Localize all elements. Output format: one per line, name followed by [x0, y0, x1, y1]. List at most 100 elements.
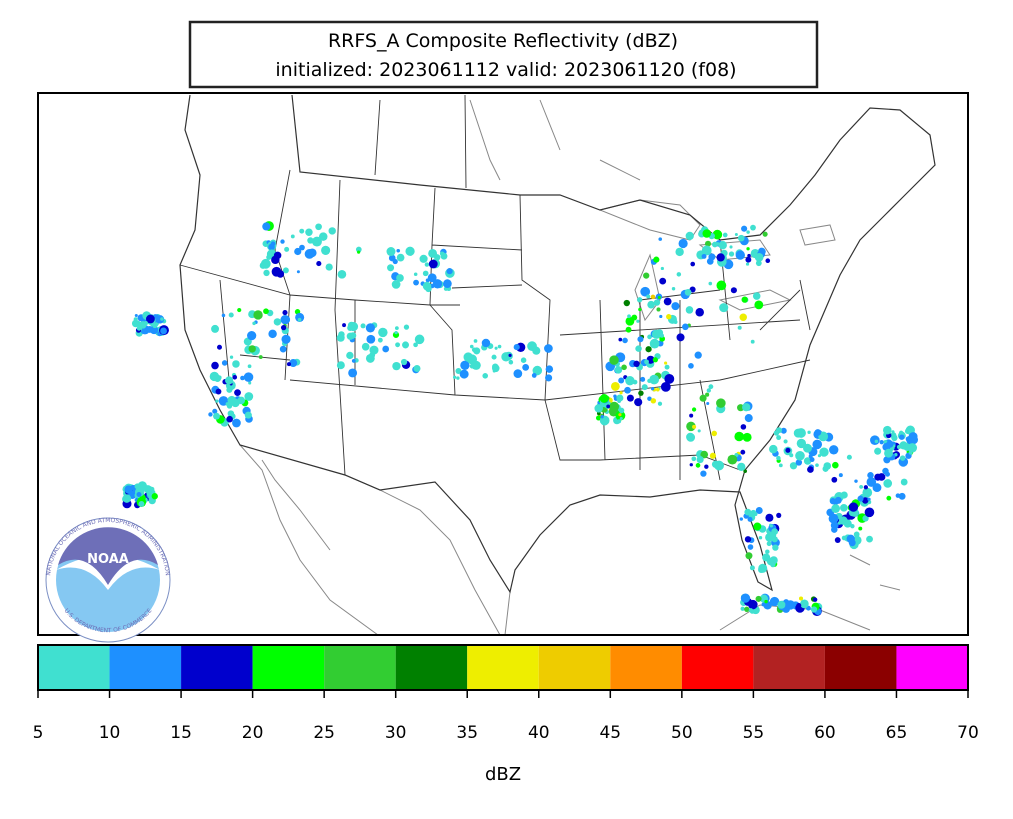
radar-echo	[762, 231, 768, 237]
radar-echo	[645, 346, 652, 353]
radar-echo	[221, 360, 228, 366]
radar-echo	[840, 503, 848, 512]
radar-echo	[618, 337, 623, 342]
radar-echo	[252, 321, 256, 326]
radar-echo	[122, 494, 132, 503]
radar-echo	[895, 493, 901, 498]
radar-echo	[702, 229, 712, 238]
colorbar-segment	[467, 645, 539, 690]
colorbar-segment	[538, 645, 611, 690]
radar-echo	[716, 398, 726, 408]
radar-echo	[632, 379, 638, 385]
radar-echo	[316, 261, 322, 267]
radar-echo	[336, 333, 345, 342]
radar-echo	[221, 313, 226, 318]
radar-echo	[633, 360, 640, 367]
radar-echo	[750, 339, 755, 344]
radar-echo	[619, 391, 623, 395]
radar-echo	[655, 387, 660, 392]
radar-echo	[263, 308, 269, 315]
radar-echo	[497, 344, 502, 349]
radar-echo	[780, 427, 787, 434]
radar-echo	[640, 286, 651, 297]
radar-echo	[646, 294, 651, 299]
radar-echo	[492, 363, 499, 370]
map-frame	[37, 92, 969, 636]
radar-echo	[795, 459, 803, 466]
colorbar-tick-label: 50	[671, 723, 693, 743]
radar-echo	[803, 457, 812, 465]
radar-echo	[830, 521, 839, 530]
radar-echo	[432, 279, 443, 289]
radar-echo	[706, 258, 714, 265]
radar-echo	[746, 247, 750, 251]
radar-echo	[481, 338, 491, 348]
radar-echo	[796, 603, 802, 609]
colorbar-tick-label: 20	[242, 723, 264, 743]
radar-echo	[624, 386, 631, 394]
radar-echo	[618, 413, 622, 417]
radar-echo	[747, 516, 753, 522]
radar-echo	[357, 250, 361, 254]
radar-echo	[232, 360, 240, 368]
radar-echo	[718, 241, 727, 250]
radar-echo	[807, 466, 814, 473]
radar-echo	[609, 355, 619, 365]
radar-echo	[625, 326, 632, 333]
title-box	[188, 20, 819, 89]
colorbar-tick-label: 45	[599, 723, 621, 743]
radar-echo	[744, 536, 752, 543]
radar-echo	[392, 258, 398, 265]
colorbar-segment	[610, 645, 682, 690]
radar-echo	[348, 368, 358, 378]
radar-echo	[606, 404, 611, 409]
radar-echo	[742, 403, 751, 412]
radar-echo	[676, 272, 682, 277]
radar-echo	[798, 596, 804, 601]
radar-echo	[755, 260, 762, 267]
radar-echo	[777, 600, 786, 609]
radar-echo	[638, 307, 642, 312]
radar-echo	[282, 310, 288, 316]
radar-echo	[355, 246, 362, 253]
radar-echo	[623, 299, 630, 307]
radar-echo	[789, 462, 798, 470]
radar-echo	[396, 274, 404, 282]
radar-echo	[675, 247, 684, 257]
radar-echo	[678, 238, 688, 249]
radar-echo	[769, 444, 778, 454]
radar-echo	[160, 317, 164, 321]
radar-echo	[704, 240, 712, 247]
colorbar-tick-label: 5	[33, 723, 44, 743]
radar-echo	[689, 413, 694, 418]
radar-echo	[244, 392, 254, 401]
radar-echo	[634, 398, 643, 407]
radar-echo	[149, 486, 155, 492]
radar-echo	[796, 438, 807, 449]
radar-echo	[671, 286, 676, 291]
radar-echo	[783, 439, 788, 444]
radar-echo	[691, 456, 697, 462]
radar-echo	[755, 595, 762, 602]
radar-echo	[649, 338, 660, 349]
radar-echo	[657, 401, 663, 406]
radar-echo	[765, 258, 771, 264]
radar-echo	[746, 230, 750, 234]
radar-echo	[617, 419, 622, 424]
radar-echo	[149, 325, 159, 335]
radar-echo	[151, 493, 158, 500]
radar-echo	[778, 463, 783, 468]
radar-echo	[758, 536, 763, 540]
radar-echo	[769, 596, 780, 607]
radar-echo	[701, 245, 712, 256]
radar-echo	[883, 479, 893, 488]
radar-echo	[647, 396, 652, 401]
radar-echo	[226, 403, 233, 409]
radar-echo	[413, 364, 421, 372]
radar-echo	[870, 435, 880, 445]
radar-echo	[755, 507, 763, 514]
radar-echo	[803, 443, 812, 453]
radar-echo	[266, 254, 272, 260]
radar-echo	[616, 394, 624, 402]
